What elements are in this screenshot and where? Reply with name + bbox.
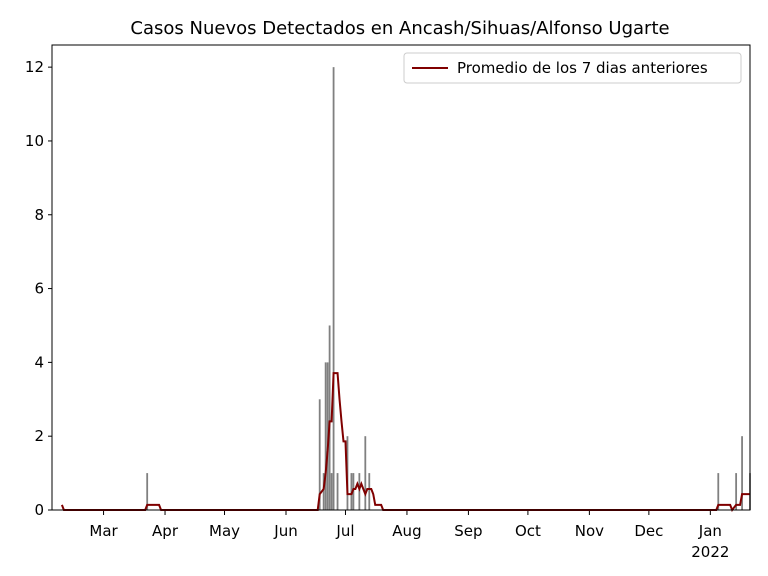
y-tick-label: 2 (34, 427, 44, 445)
bar (322, 473, 325, 510)
x-tick-label: Jan 2022 (691, 522, 729, 561)
legend-label: Promedio de los 7 dias anteriores (457, 59, 708, 77)
bar (368, 473, 371, 510)
x-tick-label: May (209, 522, 240, 540)
y-tick-label: 4 (34, 353, 44, 371)
bar (324, 362, 327, 510)
bar (336, 473, 339, 510)
x-tick-label: Mar (89, 522, 118, 540)
bar (332, 67, 335, 511)
line (60, 372, 750, 513)
x-tick-label: Aug (392, 522, 421, 540)
bar (146, 473, 149, 510)
x-tick-label: Apr (152, 522, 179, 540)
x-tick-label: Nov (575, 522, 604, 540)
legend-box (403, 52, 742, 84)
y-tick-label: 0 (34, 501, 44, 519)
x-tick-label: Jul (335, 522, 354, 540)
plot-frame (51, 44, 751, 511)
x-tick-label: Oct (515, 522, 541, 540)
y-tick-label: 12 (25, 58, 44, 76)
x-tick-label: Jun (273, 522, 297, 540)
x-tick-label: Dec (634, 522, 663, 540)
bar (735, 473, 738, 510)
bar (318, 399, 321, 510)
chart-title: Casos Nuevos Detectados en Ancash/Sihuas… (130, 18, 669, 39)
bar (364, 436, 367, 510)
y-tick-label: 10 (25, 132, 44, 150)
bar (328, 325, 331, 510)
y-tick-label: 6 (34, 280, 44, 298)
y-tick-label: 8 (34, 206, 44, 224)
bar (330, 473, 333, 510)
bar (741, 436, 743, 510)
x-tick-label: Sep (454, 522, 482, 540)
bar (717, 473, 720, 510)
